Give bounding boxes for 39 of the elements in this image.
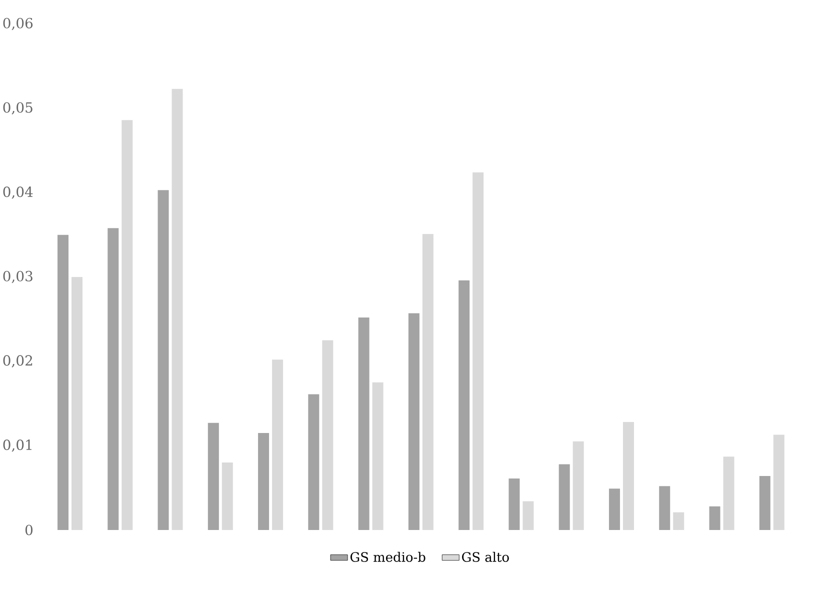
bar	[673, 512, 684, 530]
bar	[222, 462, 233, 530]
y-tick-label: 0,05	[3, 102, 32, 114]
bar	[472, 172, 484, 530]
bar	[622, 422, 634, 530]
bar	[308, 394, 320, 530]
bar	[508, 478, 520, 530]
y-tick-label: 0,04	[3, 186, 33, 199]
bar	[709, 506, 720, 530]
bar	[122, 120, 133, 530]
bar	[108, 228, 119, 530]
bar	[773, 434, 784, 530]
bar	[723, 456, 734, 530]
bar	[759, 476, 770, 530]
bar	[272, 360, 284, 530]
bar	[372, 382, 384, 530]
y-tick-label: 0,02	[3, 355, 32, 368]
y-tick-label: 0,06	[3, 18, 33, 30]
bar	[408, 313, 420, 530]
y-tick-label: 0	[25, 524, 32, 536]
bar	[72, 276, 83, 530]
bar	[258, 433, 270, 530]
y-tick-label: 0,03	[3, 270, 32, 284]
bar	[458, 280, 470, 530]
bar	[659, 486, 670, 530]
bar	[522, 501, 534, 530]
legend-label: GS medio-b	[350, 552, 426, 562]
bar	[208, 422, 219, 530]
bar	[158, 190, 169, 530]
bar	[572, 441, 584, 530]
bar	[558, 464, 570, 530]
bar	[58, 234, 69, 530]
bar	[422, 234, 434, 530]
bar	[172, 88, 183, 530]
bar	[322, 340, 334, 530]
bar	[608, 488, 620, 530]
legend-label: GS alto	[462, 552, 509, 562]
bar	[358, 317, 370, 530]
y-tick-label: 0,01	[3, 440, 32, 452]
